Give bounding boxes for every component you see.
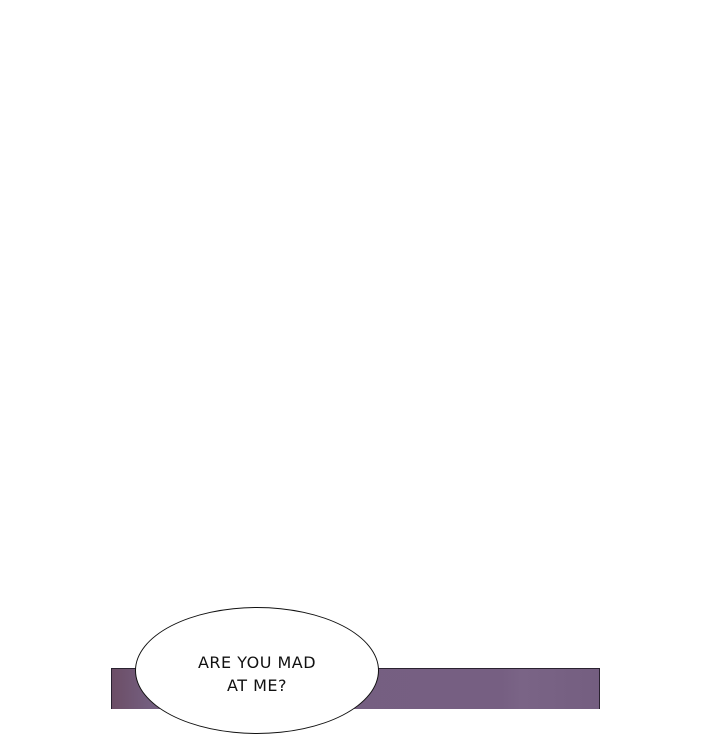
speech-bubble: ARE YOU MAD AT ME?: [135, 607, 379, 734]
speech-bubble-text: ARE YOU MAD AT ME?: [197, 653, 317, 695]
